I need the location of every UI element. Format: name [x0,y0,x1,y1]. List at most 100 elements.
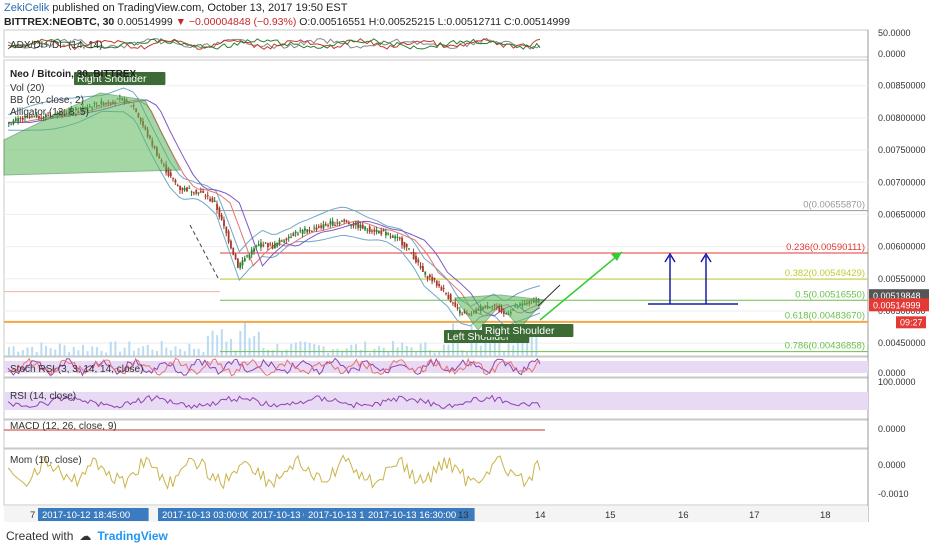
volume-bar [123,347,126,356]
candle-body [255,246,258,248]
pane-frame-5 [3,448,869,506]
candle-body [415,256,417,263]
candle-body [498,305,501,312]
candle-body [398,237,401,239]
candle-body [334,224,336,226]
candle-body [243,258,246,262]
candle-body [267,243,269,248]
price-tag-bg [869,298,929,312]
footer: Created with ☁ TradingView [6,529,168,543]
volume-bar [401,342,404,356]
candle-body [169,172,172,177]
x-tick-label: 2017-10-13 16:30:00 [368,510,456,521]
volume-bar [86,351,89,356]
candle-body [348,222,350,225]
candle-body [204,195,207,197]
candle-body [317,226,320,228]
volume-bar [493,342,496,356]
volume-bar [77,350,80,356]
candle-body [193,192,195,194]
volume-bar [489,343,492,356]
projection-dashed-line [189,224,219,279]
volume-bar [193,348,196,356]
candle-body [359,224,362,229]
candle-body [19,118,22,120]
rsi-pane-label: RSI (14, close) [10,391,76,402]
x-tick-label: 13 [458,510,469,521]
volume-bar [243,321,246,356]
fib-label-0: 0(0.00655870) [803,200,865,211]
candle-body [440,287,443,291]
pane-frame-0 [3,29,869,58]
volume-bar [49,348,52,356]
pane-tick-mom: -0.0010 [878,489,909,499]
candle-body [304,228,306,231]
y-tick-label: 0.00450000 [878,338,926,348]
candle-body [361,224,364,229]
volume-bar [21,350,24,356]
candle-body [433,277,436,280]
candle-body [12,120,15,124]
x-tick-bg [248,508,321,521]
volume-bar [230,339,233,356]
candle-body [241,260,244,266]
candle-body [375,229,378,233]
volume-bar [239,331,242,356]
indicator-legend: Alligator (13, 8, 5) [10,107,89,118]
volume-bar [419,343,422,356]
candle-body [373,229,376,232]
volume-bar [438,351,441,356]
candle-body [461,313,464,315]
candle-body [299,230,302,232]
volume-bar [95,347,98,356]
volume-bar [40,342,43,356]
candle-body [186,187,188,192]
candle-body [341,220,343,222]
volume-bar [68,352,71,356]
candle-body [343,219,346,222]
rsi-line [7,394,541,410]
volume-bar [364,341,367,356]
volume-bar [12,346,15,356]
volume-bar [188,343,191,356]
candle-body [456,307,459,309]
y-tick-label: 0.00550000 [878,274,926,284]
tradingview-brand[interactable]: TradingView [97,529,168,543]
head-shoulders-top-pattern [3,92,181,176]
volume-bar [45,345,48,356]
candle-body [24,116,26,118]
fib-label-0.382: 0.382(0.00549429) [785,268,865,279]
volume-bar [484,337,487,356]
x-tick-label: 2017-10-12 18:45:00 [42,510,130,521]
volume-bar [530,325,533,356]
trend-line [537,284,561,307]
candle-body [230,240,232,249]
candle-body [21,117,24,120]
candle-body [239,262,242,268]
created-with-text: Created with [6,529,74,543]
x-tick-label: 14 [535,510,546,521]
candle-body [452,302,454,304]
author-link[interactable]: ZekiCelik [4,2,50,14]
candle-body [329,221,332,225]
volume-bar [72,347,75,356]
volume-bar [415,351,418,356]
candle-body [311,230,313,232]
volume-bar [220,329,223,356]
candle-body [38,116,40,119]
candle-body [336,222,339,224]
volume-bar [91,346,94,356]
volume-bar [54,349,57,356]
candle-body [502,311,505,314]
candle-body [394,236,397,239]
volume-bar [109,341,112,356]
candle-body [35,114,38,118]
fib-label-0.786: 0.786(0.00436858) [785,341,865,352]
adx-pane-label: ADX/DI+/DI- (14, 14) [10,40,103,51]
x-tick-label: 2017-10-13 1: [308,510,367,521]
candle-body [218,207,221,217]
volume-bar [234,350,237,356]
time-tag-text: 09:27 [900,317,923,327]
candle-body [206,195,209,197]
